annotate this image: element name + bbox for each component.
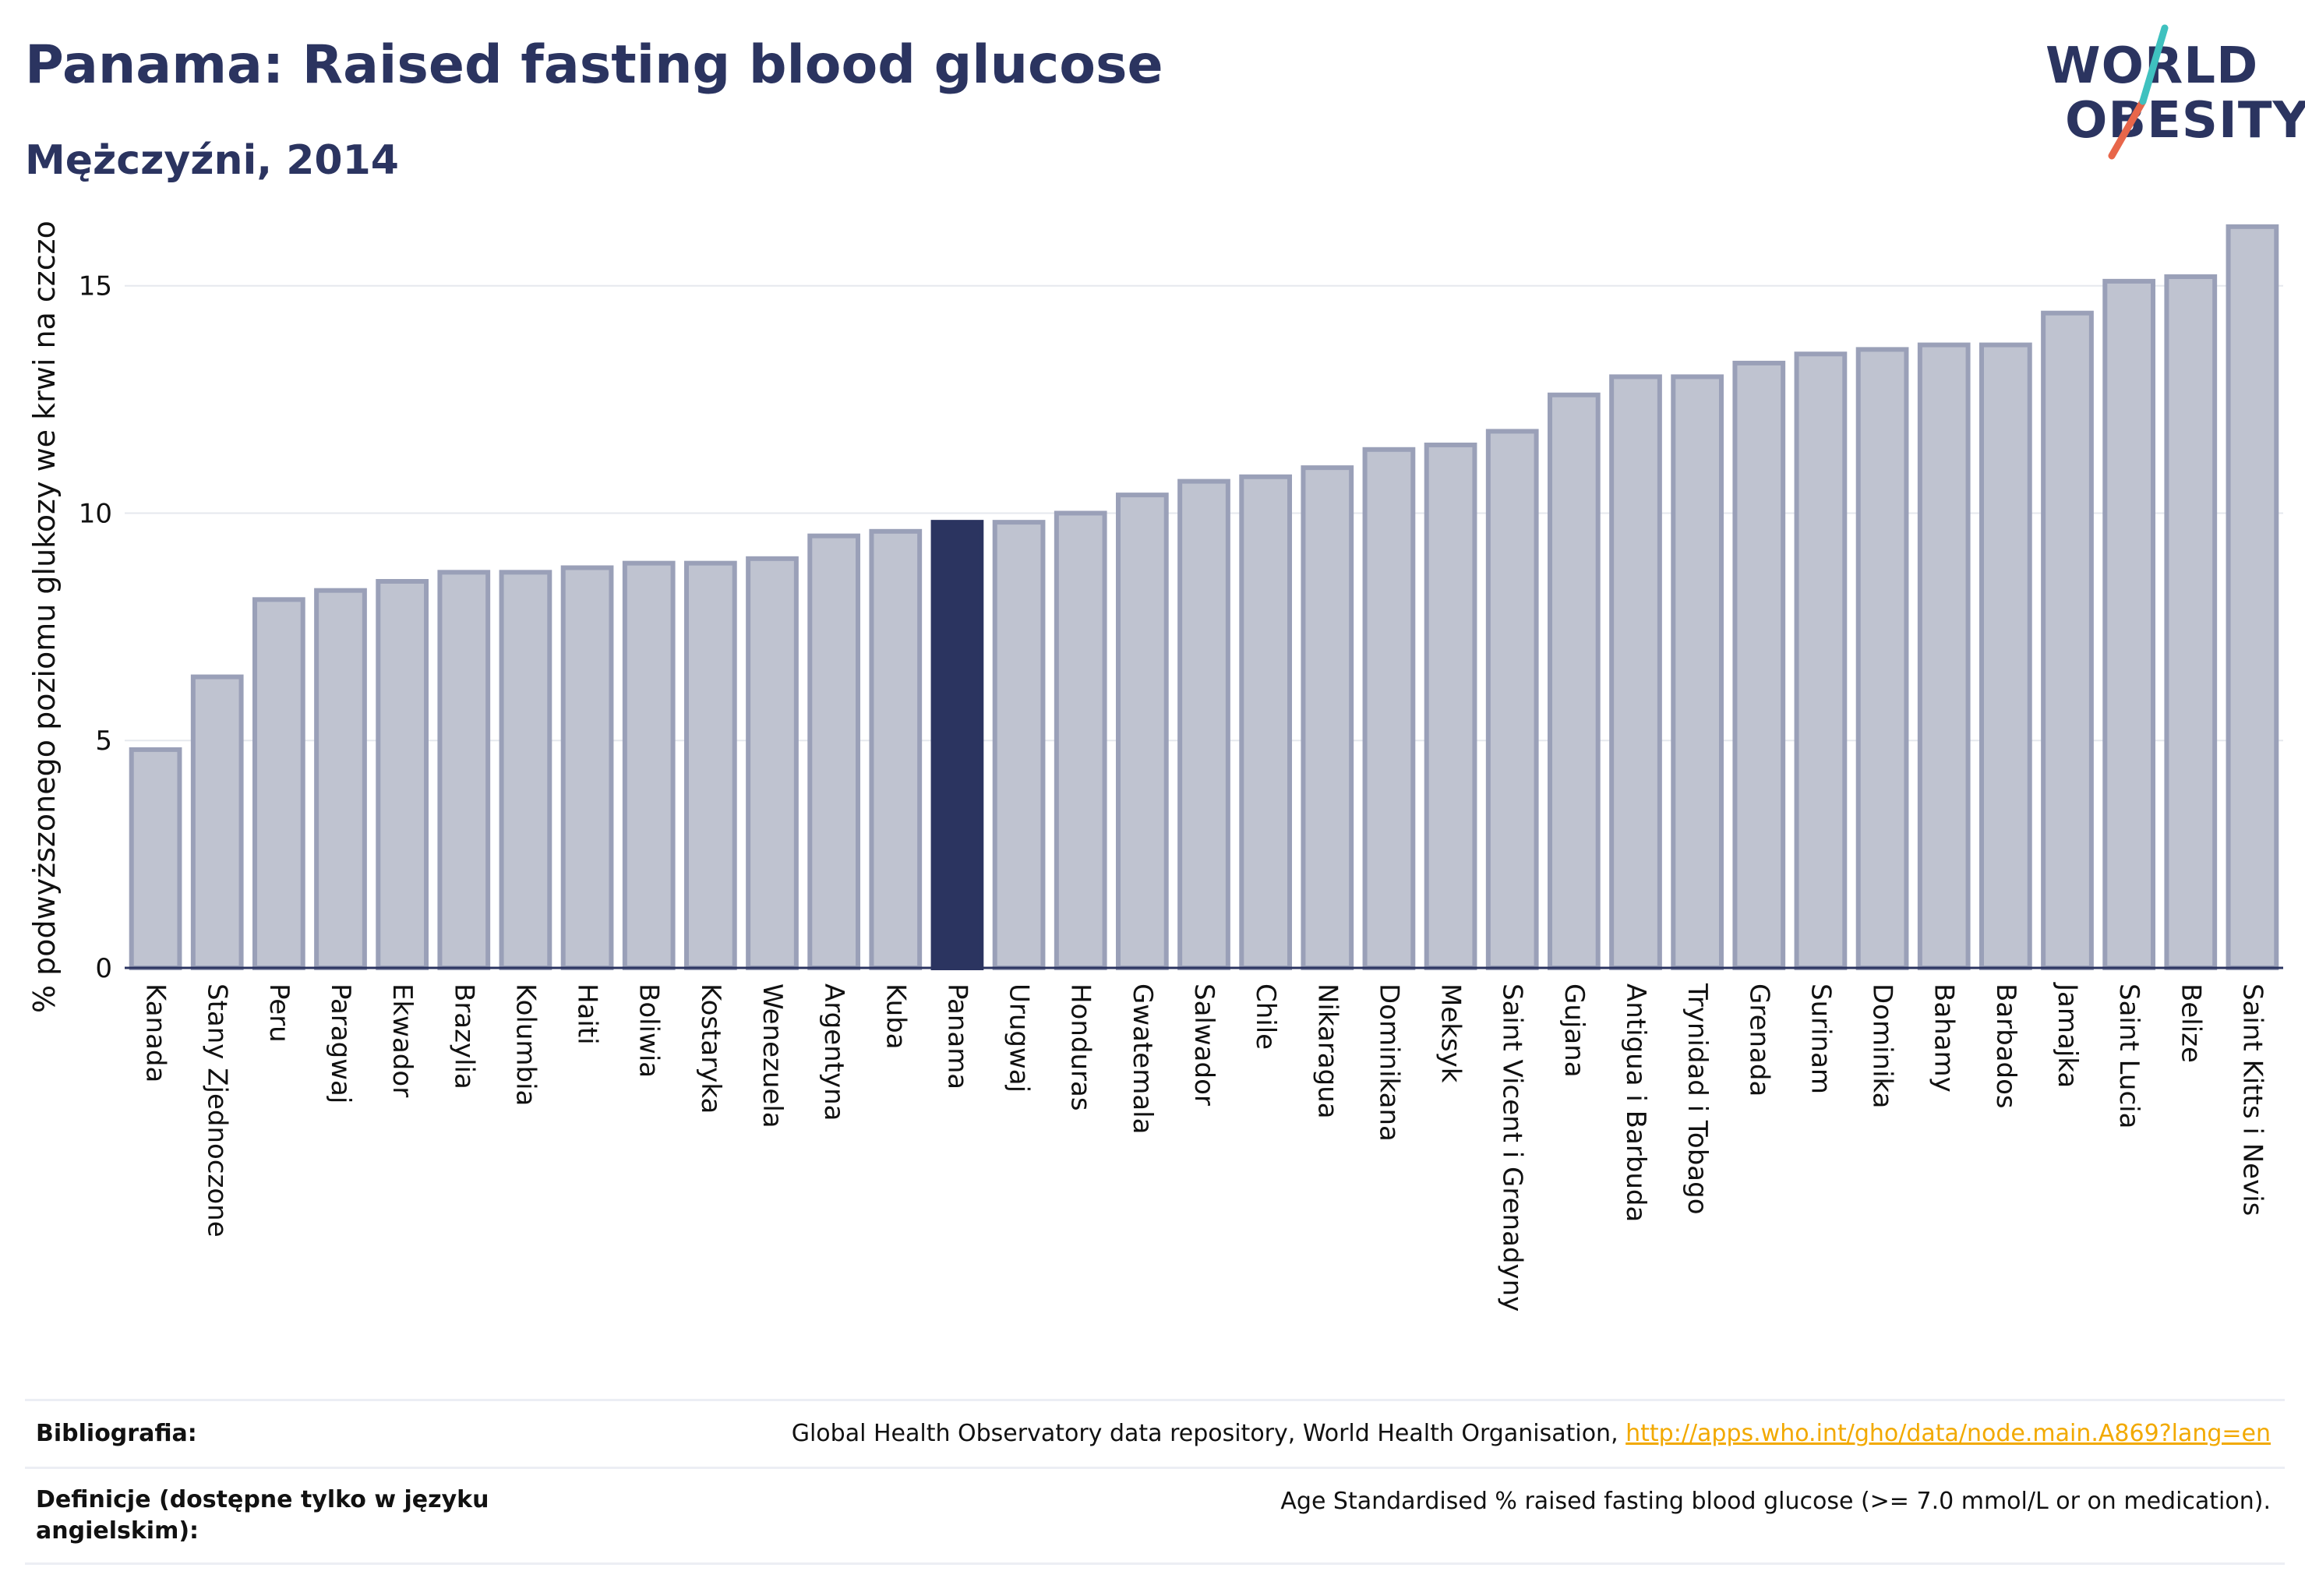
bar-belize	[2164, 274, 2218, 971]
x-tick-label: Kolumbia	[510, 983, 541, 1106]
bar-peru	[252, 597, 305, 970]
x-tick-label: Ekwador	[387, 983, 418, 1097]
world-obesity-logo: WORLD OBESITY	[2026, 23, 2305, 171]
x-tick-label: Paragwaj	[325, 983, 356, 1103]
bar-panama	[930, 520, 984, 970]
bar-stany-zjednoczone	[190, 674, 244, 971]
y-tick-label: 5	[95, 726, 112, 757]
x-tick-label: Panama	[941, 983, 972, 1089]
bar-kolumbia	[499, 570, 552, 970]
x-tick-label: Nikaragua	[1311, 983, 1343, 1119]
x-tick-label: Surinam	[1805, 983, 1836, 1094]
x-tick-label: Urugwaj	[1004, 983, 1035, 1093]
bar-ekwador	[376, 579, 429, 970]
bar-kanada	[129, 747, 182, 970]
bibliography-link[interactable]: http://apps.who.int/gho/data/node.main.A…	[1626, 1420, 2271, 1447]
bar-saint-kitts-i-nevis	[2226, 224, 2279, 970]
x-tick-label: Kuba	[880, 983, 911, 1050]
x-tick-label: Chile	[1250, 983, 1281, 1050]
bar-argentyna	[807, 533, 861, 970]
bar-honduras	[1054, 510, 1107, 970]
x-tick-label: Belize	[2175, 983, 2206, 1063]
bar-gwatemala	[1115, 493, 1169, 970]
x-tick-label: Salwador	[1188, 983, 1220, 1106]
bar-surinam	[1794, 351, 1848, 970]
bar-dominika	[1855, 347, 1909, 970]
x-tick-label: Peru	[263, 983, 295, 1043]
bar-bahamy	[1917, 342, 1971, 970]
bar-salwador	[1177, 478, 1230, 970]
x-tick-label: Trynidad i Tobago	[1682, 983, 1713, 1215]
x-tick-label: Grenada	[1743, 983, 1774, 1096]
x-tick-label: Saint Lucia	[2113, 983, 2144, 1128]
x-tick-label: Stany Zjednoczone	[202, 983, 233, 1238]
bar-chile	[1239, 474, 1293, 970]
definitions-row: Definicje (dostępne tylko w języku angie…	[25, 1467, 2285, 1562]
bar-paragwaj	[314, 588, 367, 970]
bar-urugwaj	[992, 520, 1046, 970]
bar-chart: 0 5 10 15 Kanada Stany Zjednoczone Peru Paragw…	[27, 221, 2283, 1312]
bibliography-label: Bibliografia:	[36, 1420, 197, 1447]
definitions-value: Age Standardised % raised fasting blood …	[1280, 1488, 2271, 1515]
bibliography-row: Bibliografia: Global Health Observatory …	[25, 1399, 2285, 1467]
bar-kuba	[869, 528, 923, 970]
bar-antigua-i-barbuda	[1609, 374, 1662, 971]
logo-slash-icon	[2108, 24, 2169, 160]
chart-subtitle: Mężczyźni, 2014	[25, 137, 399, 184]
bar-wenezuela	[746, 556, 799, 970]
definitions-label: Definicje (dostępne tylko w języku angie…	[36, 1486, 489, 1545]
page-title: Panama: Raised fasting blood glucose	[25, 34, 1163, 96]
x-tick-label: Saint Kitts i Nevis	[2236, 983, 2268, 1216]
bar-meksyk	[1424, 442, 1477, 970]
x-tick-label: Gwatemala	[1127, 983, 1158, 1134]
bar-boliwia	[622, 560, 676, 970]
x-tick-label: Brazylia	[448, 983, 479, 1089]
bar-gujana	[1547, 392, 1601, 970]
x-tick-label: Argentyna	[818, 983, 849, 1121]
x-tick-label: Kanada	[140, 983, 171, 1082]
bar-saint-vicent-i-grenadyny	[1485, 429, 1539, 970]
bar-dominikana	[1362, 447, 1416, 970]
x-tick-label: Wenezuela	[757, 983, 788, 1128]
bar-trynidad-i-tobago	[1671, 374, 1724, 971]
bar-brazylia	[437, 570, 491, 970]
x-tick-label: Haiti	[572, 983, 603, 1045]
x-tick-label: Antigua i Barbuda	[1620, 983, 1651, 1222]
bar-kostaryka	[683, 560, 737, 970]
x-tick-label: Boliwia	[634, 983, 665, 1078]
x-tick-label: Saint Vicent i Grenadyny	[1497, 983, 1528, 1312]
bar-barbados	[1978, 342, 2032, 970]
bibliography-text: Global Health Observatory data repositor…	[791, 1420, 1626, 1447]
y-axis-ticks: 0 5 10 15	[79, 271, 112, 984]
y-axis-label: % podwyższonego poziomu glukozy we krwi …	[27, 221, 62, 1013]
y-tick-label: 10	[79, 498, 112, 529]
x-tick-label: Honduras	[1065, 983, 1096, 1111]
x-tick-label: Dominikana	[1373, 983, 1404, 1142]
x-tick-label: Dominika	[1867, 983, 1898, 1108]
bar-jamajka	[2041, 310, 2094, 970]
x-axis-ticks: Kanada Stany Zjednoczone Peru Paragwaj Ekwad…	[140, 982, 2268, 1312]
x-tick-label: Bahamy	[1929, 983, 1960, 1093]
x-tick-label: Kostaryka	[695, 983, 726, 1114]
y-tick-label: 0	[95, 953, 112, 984]
x-tick-label: Gujana	[1558, 983, 1590, 1078]
footer-bottom-rule	[25, 1562, 2285, 1565]
bibliography-value: Global Health Observatory data repositor…	[792, 1420, 2271, 1447]
x-tick-label: Meksyk	[1435, 983, 1467, 1083]
y-tick-label: 15	[79, 271, 112, 302]
footer-sources: Bibliografia: Global Health Observatory …	[25, 1399, 2285, 1565]
x-tick-label: Jamajka	[2052, 982, 2083, 1088]
chart-bars	[129, 224, 2279, 971]
x-tick-label: Barbados	[1990, 983, 2021, 1109]
bar-haiti	[560, 565, 614, 970]
bar-nikaragua	[1301, 465, 1354, 970]
bar-saint-lucia	[2102, 278, 2156, 970]
bar-grenada	[1732, 360, 1786, 970]
logo-line-2: OBESITY	[2065, 92, 2305, 150]
